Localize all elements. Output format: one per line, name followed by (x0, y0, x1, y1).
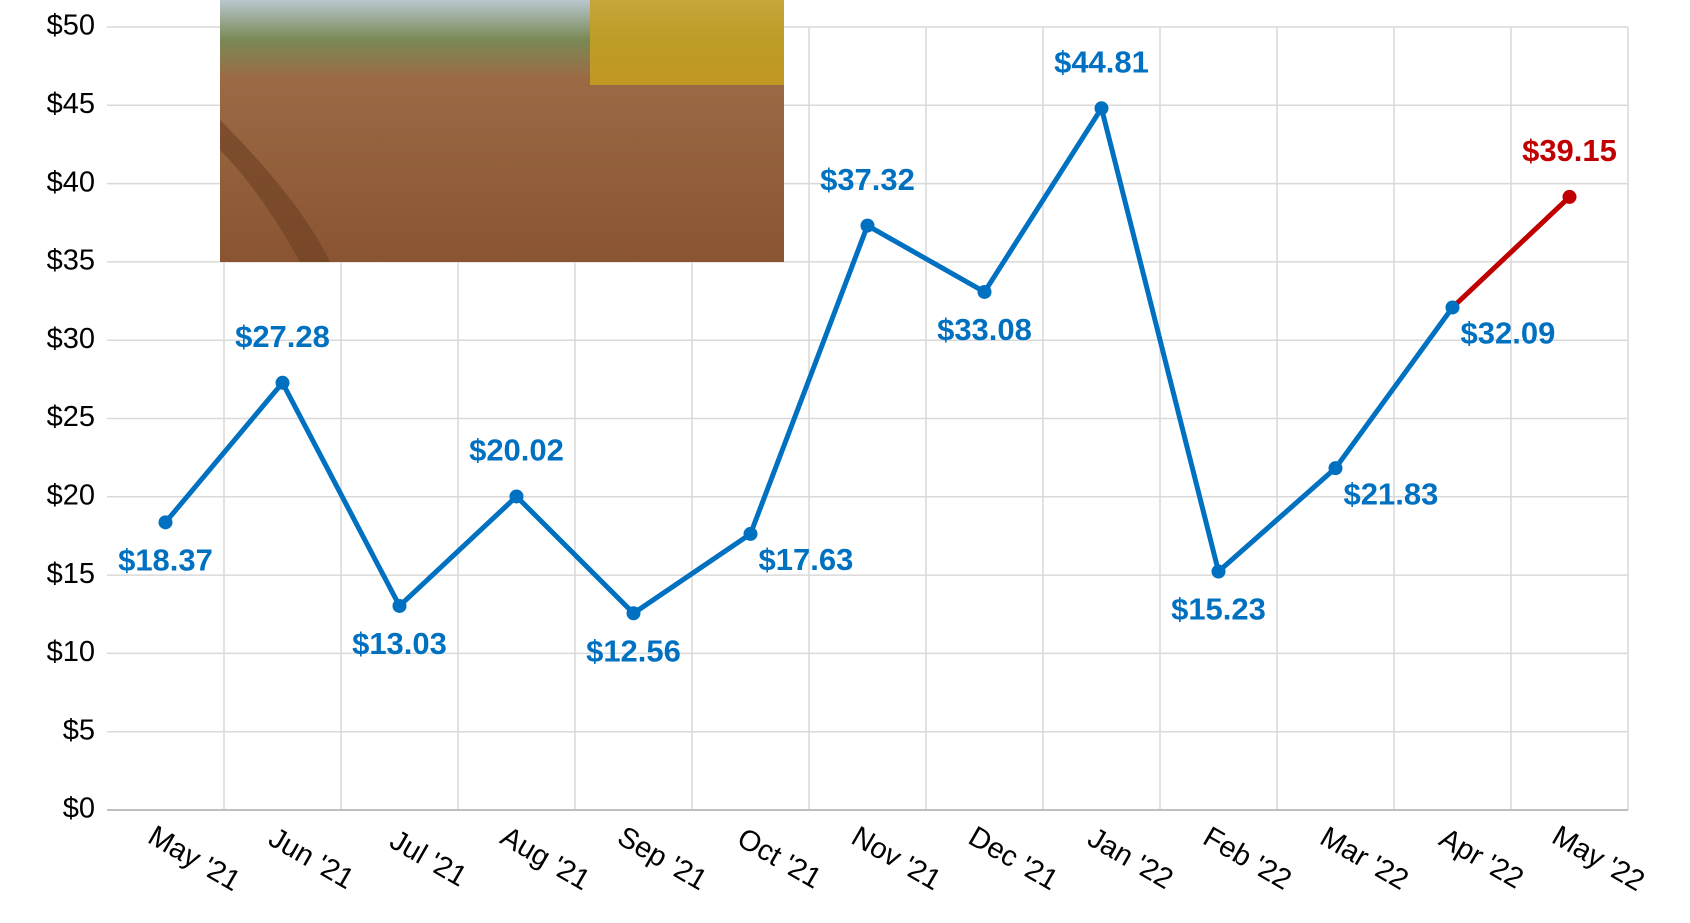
y-tick-label: $35 (47, 245, 95, 277)
value-label: $39.15 (1522, 133, 1617, 168)
value-label: $21.83 (1344, 476, 1439, 511)
y-tick-label: $15 (47, 558, 95, 590)
value-label: $13.03 (352, 626, 447, 661)
value-label: $33.08 (937, 312, 1032, 347)
x-tick-label: Dec '21 (963, 821, 1063, 897)
data-point (159, 515, 173, 529)
value-label: $18.37 (118, 543, 213, 578)
y-tick-label: $50 (47, 10, 95, 42)
x-tick-label: Sep '21 (612, 821, 712, 897)
x-tick-label: Feb '22 (1198, 821, 1297, 897)
value-label: $15.23 (1171, 592, 1266, 627)
y-tick-label: $45 (47, 88, 95, 120)
x-tick-label: Jan '22 (1082, 822, 1178, 896)
x-tick-label: Oct '21 (732, 822, 827, 895)
y-tick-label: $0 (63, 793, 95, 825)
value-label: $27.28 (235, 319, 330, 354)
x-tick-label: Apr '22 (1434, 822, 1529, 895)
value-label: $17.63 (759, 542, 854, 577)
data-point (1212, 564, 1226, 578)
y-tick-label: $30 (47, 323, 95, 355)
y-tick-label: $5 (63, 714, 95, 746)
data-point (276, 376, 290, 390)
data-point (1095, 101, 1109, 115)
value-label: $37.32 (820, 162, 915, 197)
data-point (744, 527, 758, 541)
chart: $0$5$10$15$20$25$30$35$40$45$50May '21Ju… (0, 0, 1690, 923)
x-tick-label: May '21 (143, 820, 246, 898)
data-point (978, 285, 992, 299)
data-point (627, 606, 641, 620)
y-tick-label: $10 (47, 636, 95, 668)
data-point (1329, 461, 1343, 475)
x-tick-label: Aug '21 (495, 821, 595, 897)
x-tick-label: May '22 (1547, 820, 1650, 898)
y-tick-label: $20 (47, 479, 95, 511)
value-label: $44.81 (1054, 44, 1149, 79)
x-tick-label: Mar '22 (1315, 821, 1414, 897)
data-point (861, 219, 875, 233)
data-point (393, 599, 407, 613)
data-point (510, 489, 524, 503)
data-point (1446, 300, 1460, 314)
value-label: $20.02 (469, 433, 564, 468)
photo (220, 0, 784, 262)
value-label: $12.56 (586, 633, 681, 668)
data-point (1563, 190, 1577, 204)
x-tick-label: Nov '21 (846, 821, 946, 897)
value-label: $32.09 (1461, 316, 1556, 351)
y-tick-label: $40 (47, 166, 95, 198)
x-tick-label: Jun '21 (263, 822, 359, 896)
y-tick-label: $25 (47, 401, 95, 433)
x-tick-label: Jul '21 (384, 824, 472, 893)
